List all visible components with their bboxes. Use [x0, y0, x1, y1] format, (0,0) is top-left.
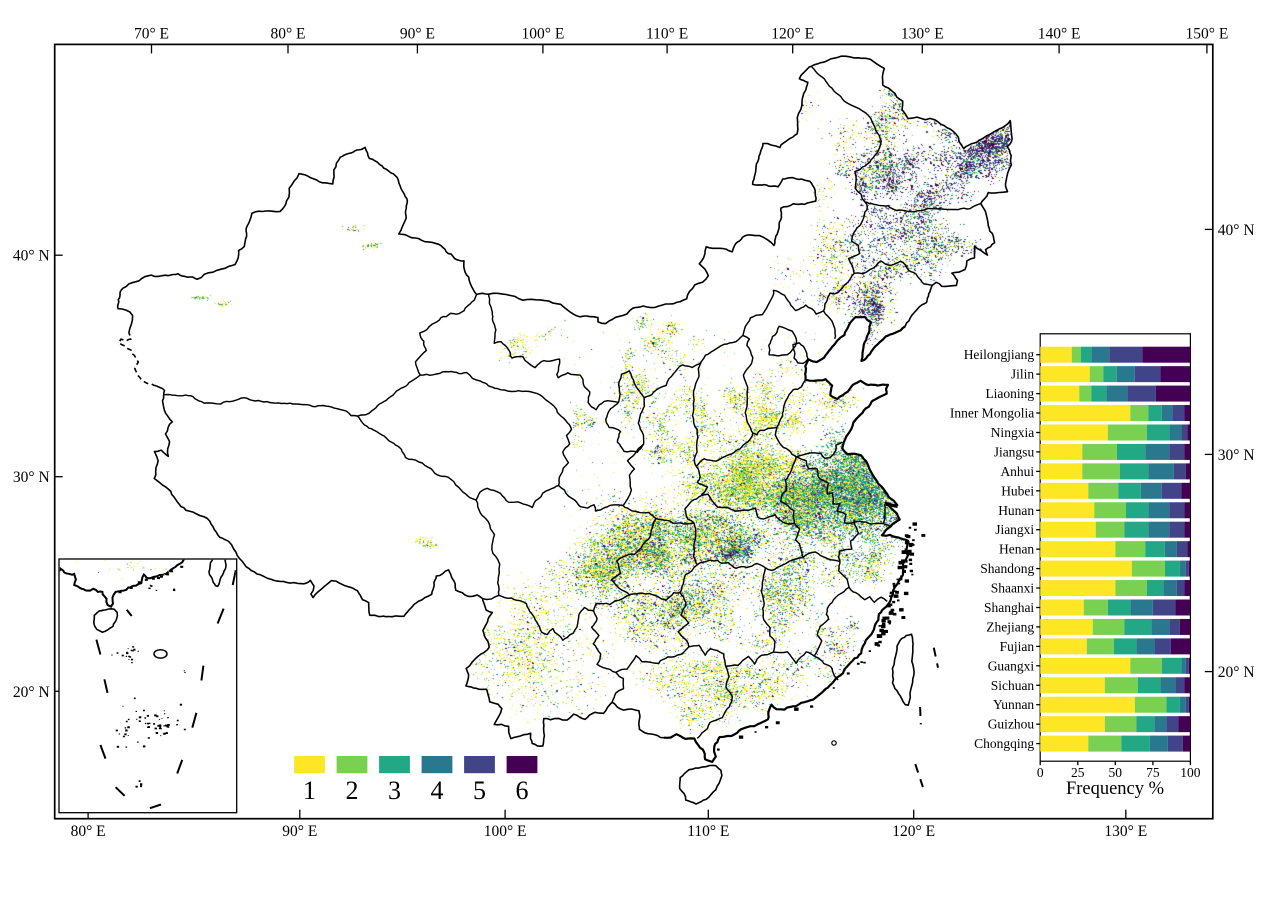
- svg-text:40° N: 40° N: [1218, 222, 1255, 239]
- svg-text:120° E: 120° E: [771, 26, 814, 43]
- svg-text:Jilin: Jilin: [1011, 367, 1035, 382]
- svg-text:130° E: 130° E: [901, 26, 944, 43]
- svg-text:30° N: 30° N: [13, 469, 50, 486]
- svg-text:25: 25: [1071, 765, 1085, 780]
- svg-text:Hubei: Hubei: [1001, 483, 1034, 498]
- svg-text:Anhui: Anhui: [1000, 464, 1034, 479]
- svg-text:Ningxia: Ningxia: [991, 425, 1035, 440]
- svg-text:30° N: 30° N: [1218, 447, 1255, 464]
- svg-text:Shanghai: Shanghai: [984, 600, 1034, 615]
- svg-text:4: 4: [431, 776, 444, 805]
- svg-text:100° E: 100° E: [522, 26, 565, 43]
- svg-text:80° E: 80° E: [270, 26, 305, 43]
- svg-text:Sichuan: Sichuan: [991, 678, 1035, 693]
- svg-text:Heilongjiang: Heilongjiang: [964, 347, 1035, 362]
- svg-text:3: 3: [388, 776, 401, 805]
- svg-text:Fujian: Fujian: [1000, 639, 1035, 654]
- svg-text:20° N: 20° N: [13, 684, 50, 701]
- svg-text:90° E: 90° E: [400, 26, 435, 43]
- svg-text:150° E: 150° E: [1186, 26, 1229, 43]
- svg-text:1: 1: [303, 776, 316, 805]
- svg-text:0: 0: [1037, 765, 1044, 780]
- svg-text:Frequency %: Frequency %: [1066, 779, 1164, 799]
- svg-text:Zhejiang: Zhejiang: [986, 619, 1034, 634]
- svg-text:Shaanxi: Shaanxi: [991, 581, 1035, 596]
- svg-text:90° E: 90° E: [282, 823, 317, 840]
- svg-text:Chongqing: Chongqing: [974, 736, 1034, 751]
- svg-text:140° E: 140° E: [1038, 26, 1081, 43]
- svg-text:Yunnan: Yunnan: [993, 697, 1034, 712]
- svg-text:110° E: 110° E: [646, 26, 688, 43]
- svg-text:Inner Mongolia: Inner Mongolia: [950, 406, 1034, 421]
- svg-text:Jiangsu: Jiangsu: [994, 444, 1035, 459]
- svg-text:120° E: 120° E: [892, 823, 935, 840]
- svg-text:5: 5: [473, 776, 486, 805]
- svg-text:20° N: 20° N: [1218, 664, 1255, 681]
- svg-text:2: 2: [346, 776, 359, 805]
- svg-text:Hunan: Hunan: [998, 503, 1034, 518]
- svg-text:75: 75: [1146, 765, 1160, 780]
- svg-text:50: 50: [1109, 765, 1123, 780]
- svg-text:Henan: Henan: [999, 542, 1034, 557]
- svg-text:Liaoning: Liaoning: [985, 386, 1034, 401]
- svg-text:100° E: 100° E: [484, 823, 527, 840]
- svg-text:6: 6: [516, 776, 529, 805]
- svg-text:Shandong: Shandong: [980, 561, 1034, 576]
- svg-text:Jiangxi: Jiangxi: [995, 522, 1034, 537]
- svg-text:70° E: 70° E: [134, 26, 169, 43]
- svg-text:110° E: 110° E: [687, 823, 729, 840]
- svg-text:100: 100: [1180, 765, 1201, 780]
- svg-text:Guizhou: Guizhou: [988, 717, 1035, 732]
- svg-text:130° E: 130° E: [1104, 823, 1147, 840]
- svg-text:80° E: 80° E: [71, 823, 106, 840]
- svg-text:40° N: 40° N: [13, 248, 50, 265]
- svg-text:Guangxi: Guangxi: [988, 658, 1035, 673]
